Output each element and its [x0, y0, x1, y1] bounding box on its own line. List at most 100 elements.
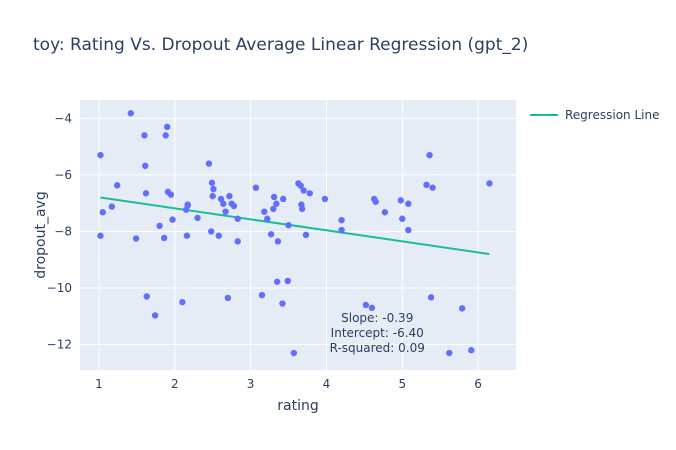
data-point[interactable]	[302, 231, 310, 239]
data-point[interactable]	[141, 132, 148, 139]
data-point[interactable]	[429, 184, 436, 191]
grid	[80, 100, 516, 370]
y-tick-label: −12	[47, 338, 72, 352]
data-point[interactable]	[285, 222, 292, 229]
data-point[interactable]	[468, 347, 475, 354]
data-point[interactable]	[234, 215, 241, 222]
data-point[interactable]	[338, 226, 345, 234]
data-point[interactable]	[381, 209, 389, 216]
regression-line[interactable]	[100, 196, 490, 256]
data-point[interactable]	[284, 277, 291, 285]
data-point[interactable]	[179, 298, 186, 306]
data-point[interactable]	[270, 193, 278, 201]
data-point[interactable]	[368, 304, 376, 312]
data-point[interactable]	[321, 195, 329, 203]
annotation-line: Intercept: -6.40	[331, 326, 424, 340]
data-point[interactable]	[143, 293, 150, 300]
plot-area	[80, 100, 516, 370]
y-tick-label: −6	[54, 168, 72, 182]
data-point[interactable]	[297, 182, 304, 189]
legend[interactable]: Regression Line	[530, 108, 659, 122]
data-point[interactable]	[151, 312, 159, 319]
x-axis-title: rating	[277, 398, 318, 414]
data-point[interactable]	[258, 291, 266, 299]
data-point[interactable]	[273, 200, 280, 207]
data-point[interactable]	[226, 192, 233, 200]
data-point[interactable]	[427, 294, 435, 301]
x-tick-label: 4	[323, 377, 331, 391]
data-point[interactable]	[222, 208, 229, 215]
data-point[interactable]	[397, 197, 404, 204]
x-tick-label: 2	[171, 377, 179, 391]
data-point[interactable]	[280, 195, 287, 203]
data-point[interactable]	[183, 232, 191, 239]
data-point[interactable]	[132, 235, 140, 242]
data-point[interactable]	[426, 151, 433, 159]
data-point[interactable]	[210, 185, 217, 193]
data-point[interactable]	[207, 228, 215, 235]
x-tick-label: 1	[95, 377, 103, 391]
data-point[interactable]	[224, 294, 232, 302]
data-point[interactable]	[252, 184, 260, 191]
data-point[interactable]	[113, 182, 121, 189]
regression-line-layer	[100, 196, 490, 256]
data-point[interactable]	[306, 190, 313, 197]
data-point[interactable]	[230, 202, 238, 210]
data-point[interactable]	[362, 301, 370, 309]
chart-title: toy: Rating Vs. Dropout Average Linear R…	[33, 35, 528, 55]
x-tick-label: 5	[398, 377, 406, 391]
data-point[interactable]	[279, 300, 286, 307]
data-point[interactable]	[142, 162, 149, 170]
data-point[interactable]	[156, 222, 163, 230]
legend-label-regression-line: Regression Line	[565, 108, 659, 122]
data-point[interactable]	[267, 231, 275, 238]
data-point[interactable]	[220, 200, 227, 207]
data-point[interactable]	[160, 234, 168, 242]
y-axis-ticks: −12 −10 −8 −6 −4	[47, 111, 72, 351]
y-axis-title: dropout_avg	[33, 191, 49, 278]
data-point[interactable]	[162, 132, 169, 139]
data-point[interactable]	[261, 208, 268, 215]
data-point[interactable]	[142, 190, 150, 197]
data-point[interactable]	[446, 349, 453, 357]
data-point[interactable]	[127, 110, 135, 117]
data-point[interactable]	[208, 179, 216, 187]
data-point[interactable]	[399, 215, 406, 222]
annotation-line: R-squared: 0.09	[330, 341, 425, 355]
y-tick-label: −8	[54, 224, 72, 238]
data-point[interactable]	[270, 205, 277, 213]
data-point[interactable]	[234, 238, 241, 245]
data-point[interactable]	[264, 215, 271, 222]
data-point[interactable]	[405, 226, 412, 234]
data-point[interactable]	[169, 216, 176, 223]
data-point[interactable]	[167, 191, 175, 198]
data-point[interactable]	[99, 209, 106, 216]
data-point[interactable]	[486, 180, 493, 187]
data-point[interactable]	[423, 181, 430, 189]
data-point[interactable]	[290, 349, 298, 357]
data-point[interactable]	[274, 238, 282, 245]
data-point[interactable]	[97, 151, 104, 159]
data-point[interactable]	[184, 201, 191, 208]
data-point[interactable]	[209, 192, 216, 200]
data-point[interactable]	[215, 232, 222, 239]
data-point[interactable]	[372, 198, 379, 205]
annotation-line: Slope: -0.39	[341, 311, 413, 325]
data-point[interactable]	[458, 305, 466, 312]
y-tick-label: −4	[54, 111, 72, 125]
data-point[interactable]	[108, 203, 116, 210]
data-point[interactable]	[97, 232, 104, 239]
data-point[interactable]	[205, 160, 213, 167]
data-point[interactable]	[405, 200, 412, 207]
y-tick-label: −10	[47, 281, 72, 295]
data-point[interactable]	[164, 123, 171, 131]
data-point[interactable]	[298, 205, 306, 213]
data-point[interactable]	[217, 195, 225, 203]
data-point[interactable]	[273, 278, 281, 285]
data-point[interactable]	[300, 187, 307, 194]
scatter-points	[97, 110, 493, 357]
data-point[interactable]	[338, 216, 345, 224]
data-point[interactable]	[194, 214, 201, 222]
